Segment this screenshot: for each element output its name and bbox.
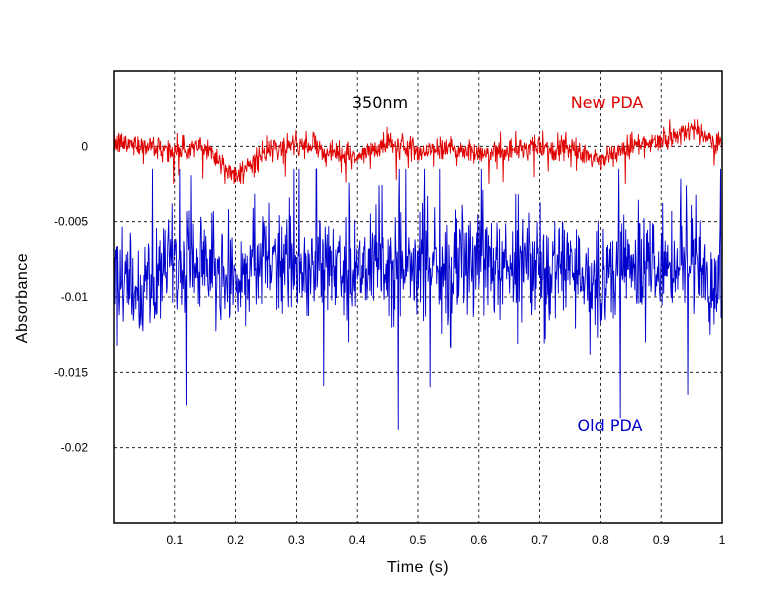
x-tick-label: 0.1 bbox=[166, 533, 183, 547]
x-axis-tick-labels: 0.1 0.2 0.3 0.4 0.5 0.6 0.7 0.8 0.9 1 bbox=[166, 533, 725, 547]
x-tick-label: 0.3 bbox=[288, 533, 305, 547]
x-tick-label: 0.5 bbox=[410, 533, 427, 547]
x-axis-title: Time (s) bbox=[387, 559, 449, 576]
series-line-new-pda bbox=[113, 119, 723, 185]
y-axis-title: Absorbance bbox=[14, 253, 31, 343]
x-tick-label: 0.7 bbox=[531, 533, 548, 547]
x-tick-label: 0.2 bbox=[227, 533, 244, 547]
legend-label-new-pda: New PDA bbox=[571, 93, 644, 112]
x-tick-label: 0.8 bbox=[592, 533, 609, 547]
series-line-old-pda bbox=[113, 168, 723, 430]
y-tick-label: -0.005 bbox=[54, 215, 88, 229]
x-tick-label: 0.6 bbox=[470, 533, 487, 547]
series-layer bbox=[113, 119, 723, 430]
y-axis-tick-labels: 0 -0.005 -0.01 -0.015 -0.02 bbox=[54, 139, 88, 454]
x-tick-label: 0.9 bbox=[653, 533, 670, 547]
wavelength-annotation: 350nm bbox=[352, 93, 408, 112]
y-tick-label: 0 bbox=[81, 139, 88, 153]
y-tick-label: -0.02 bbox=[61, 441, 89, 455]
legend-label-old-pda: Old PDA bbox=[578, 416, 643, 435]
plot-frame bbox=[113, 70, 723, 524]
x-tick-label: 0.4 bbox=[349, 533, 366, 547]
y-tick-label: -0.01 bbox=[61, 290, 89, 304]
y-tick-label: -0.015 bbox=[54, 365, 88, 379]
x-tick-label: 1 bbox=[719, 533, 726, 547]
